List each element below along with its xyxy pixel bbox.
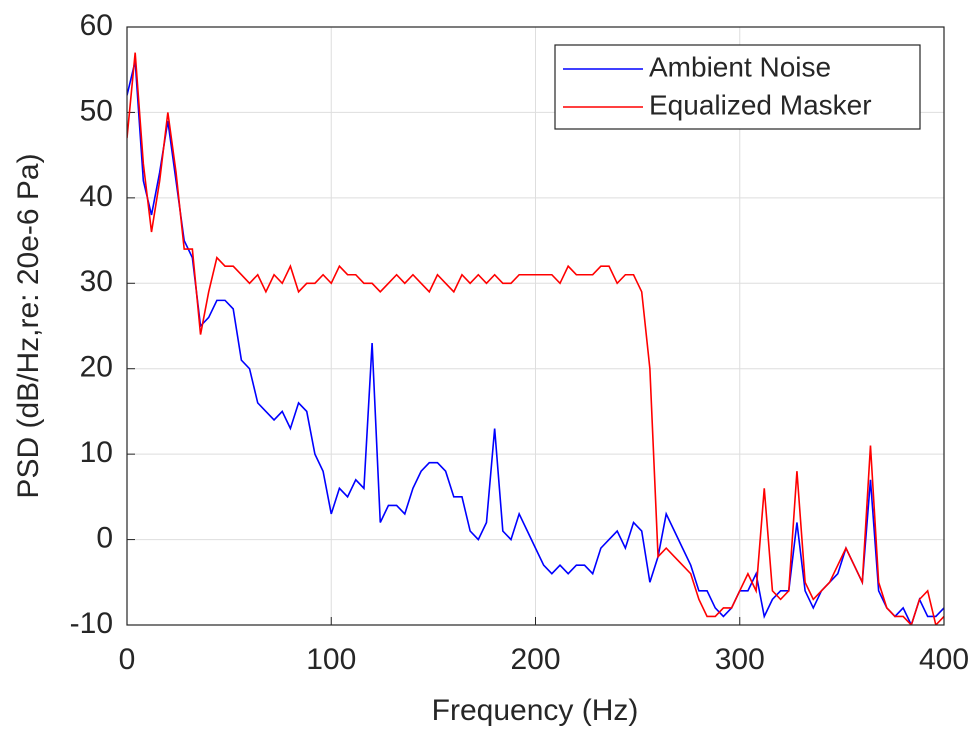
x-tick-label: 100 [306, 643, 356, 676]
series-line [127, 52, 944, 625]
y-tick-label: 30 [80, 265, 113, 298]
x-tick-label: 300 [715, 643, 765, 676]
y-tick-label: -10 [70, 607, 113, 640]
legend-label: Ambient Noise [649, 51, 831, 82]
legend-box [554, 44, 921, 130]
x-axis-label: Frequency (Hz) [432, 694, 639, 727]
x-tick-label: 400 [919, 643, 969, 676]
y-tick-label: 20 [80, 351, 113, 384]
y-axis-label: PSD (dB/Hz,re: 20e-6 Pa) [12, 153, 45, 498]
y-tick-label: 40 [80, 180, 113, 213]
y-tick-label: 0 [96, 521, 113, 554]
x-tick-label: 0 [119, 643, 136, 676]
plot-frame [126, 26, 945, 626]
x-tick-label: 200 [510, 643, 560, 676]
y-tick-label: 10 [80, 436, 113, 469]
series-line [127, 60, 944, 625]
legend-label: Equalized Masker [649, 89, 872, 120]
y-tick-label: 50 [80, 94, 113, 127]
y-tick-label: 60 [80, 9, 113, 42]
